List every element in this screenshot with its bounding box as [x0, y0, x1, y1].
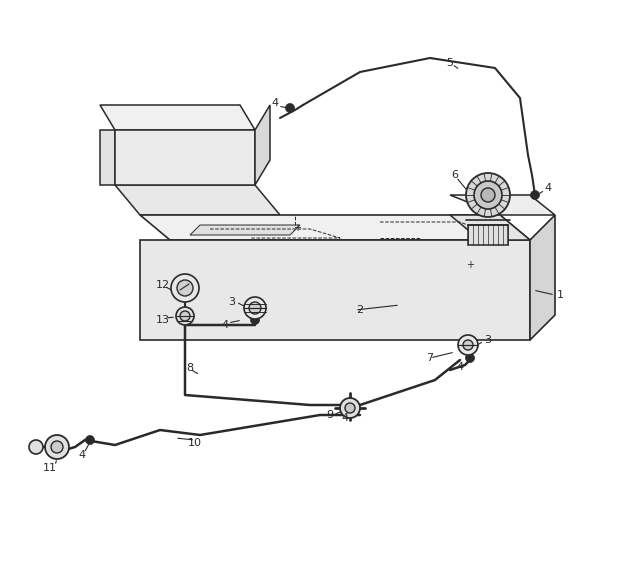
- Polygon shape: [468, 225, 508, 245]
- Circle shape: [177, 280, 193, 296]
- Polygon shape: [115, 185, 280, 215]
- Circle shape: [345, 403, 355, 413]
- Text: 4: 4: [272, 98, 278, 108]
- Polygon shape: [190, 225, 300, 235]
- Circle shape: [29, 440, 43, 454]
- Circle shape: [463, 340, 473, 350]
- Circle shape: [466, 353, 474, 362]
- Text: 4: 4: [342, 413, 348, 423]
- Text: 9: 9: [327, 410, 334, 420]
- Text: 4: 4: [544, 183, 552, 193]
- Circle shape: [285, 103, 294, 112]
- Text: +: +: [466, 260, 474, 270]
- Text: eReplacementParts.com: eReplacementParts.com: [200, 272, 420, 290]
- Text: 4: 4: [221, 320, 229, 330]
- Circle shape: [51, 441, 63, 453]
- Circle shape: [466, 173, 510, 217]
- Circle shape: [340, 398, 360, 418]
- Text: 11: 11: [43, 463, 57, 473]
- Circle shape: [86, 436, 94, 445]
- Polygon shape: [100, 130, 115, 185]
- Circle shape: [45, 435, 69, 459]
- Circle shape: [176, 307, 194, 325]
- Polygon shape: [450, 195, 555, 215]
- Text: 4: 4: [456, 362, 464, 372]
- Polygon shape: [530, 215, 555, 340]
- Text: +: +: [293, 223, 301, 233]
- Circle shape: [180, 311, 190, 321]
- Polygon shape: [140, 215, 530, 240]
- Text: 8: 8: [187, 363, 193, 373]
- Circle shape: [250, 315, 260, 324]
- Text: 13: 13: [156, 315, 170, 325]
- Circle shape: [345, 404, 355, 413]
- Text: 3: 3: [484, 335, 492, 345]
- Polygon shape: [115, 130, 255, 185]
- Text: 10: 10: [188, 438, 202, 448]
- Circle shape: [531, 191, 539, 200]
- Text: 12: 12: [156, 280, 170, 290]
- Polygon shape: [255, 105, 270, 185]
- Text: 1: 1: [557, 290, 564, 300]
- Polygon shape: [140, 240, 530, 340]
- Text: 6: 6: [451, 170, 459, 180]
- Circle shape: [458, 335, 478, 355]
- Text: 7: 7: [427, 353, 433, 363]
- Text: 3: 3: [229, 297, 236, 307]
- Text: 5: 5: [446, 58, 453, 68]
- Circle shape: [244, 297, 266, 319]
- Circle shape: [171, 274, 199, 302]
- Circle shape: [481, 188, 495, 202]
- Text: 2: 2: [356, 305, 363, 315]
- Polygon shape: [450, 215, 530, 240]
- Circle shape: [474, 181, 502, 209]
- Polygon shape: [100, 105, 255, 130]
- Text: 4: 4: [79, 450, 86, 460]
- Circle shape: [249, 302, 261, 314]
